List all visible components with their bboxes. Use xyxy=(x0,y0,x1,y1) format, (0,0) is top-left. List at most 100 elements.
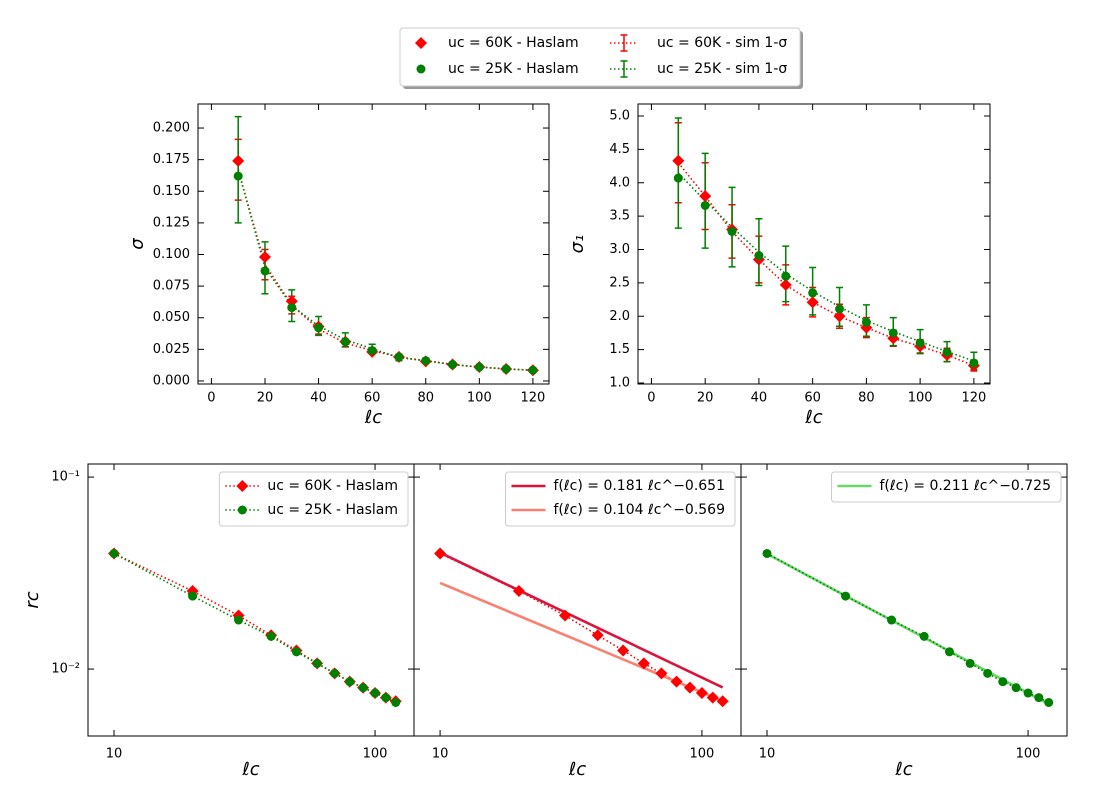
diamond-marker xyxy=(833,310,846,323)
y-tick-label: 3.0 xyxy=(609,242,630,257)
diamond-marker xyxy=(232,154,245,167)
x-tick-label: 20 xyxy=(697,391,714,406)
circle-marker xyxy=(700,200,710,210)
series-line xyxy=(439,551,724,689)
circle-marker xyxy=(260,266,270,276)
legend-box xyxy=(218,471,409,527)
legend-box xyxy=(504,471,736,527)
circle-marker xyxy=(781,271,791,281)
y-axis-label: rc xyxy=(22,591,43,608)
circle-marker xyxy=(448,360,458,370)
diamond-marker xyxy=(637,657,650,670)
x-axis-label: ℓc xyxy=(568,759,586,780)
legend-label: uc = 25K - Haslam xyxy=(267,502,398,518)
circle-marker xyxy=(188,591,198,601)
x-tick-label: 0 xyxy=(647,391,655,406)
y-tick-label: 1.5 xyxy=(609,342,630,357)
circle-marker xyxy=(1023,688,1033,698)
legend-label: f(ℓc) = 0.104 ℓc^−0.569 xyxy=(553,502,725,518)
x-tick-label: 100 xyxy=(690,747,715,762)
y-tick-label: 0.125 xyxy=(153,215,190,230)
circle-marker xyxy=(421,356,431,366)
diamond-marker xyxy=(617,644,630,657)
circle-marker xyxy=(287,303,297,313)
x-tick-label: 10 xyxy=(106,747,123,762)
circle-marker xyxy=(234,615,244,625)
diamond-marker xyxy=(695,687,708,700)
circle-marker xyxy=(501,364,511,374)
circle-marker xyxy=(394,352,404,362)
y-tick-label: 4.5 xyxy=(609,142,630,157)
y-tick-label: 0.025 xyxy=(153,342,190,357)
legend-label: uc = 60K - sim 1-σ xyxy=(657,35,787,51)
diamond-marker xyxy=(591,629,604,642)
x-tick-label: 40 xyxy=(751,391,768,406)
x-tick-label: 80 xyxy=(858,391,875,406)
y-tick-label: 0.200 xyxy=(153,121,190,136)
circle-marker xyxy=(474,362,484,372)
circle-marker xyxy=(944,647,954,657)
circle-marker xyxy=(727,226,737,236)
legend-box xyxy=(830,471,1062,503)
legend-label: f(ℓc) = 0.211 ℓc^−0.725 xyxy=(879,478,1051,494)
diamond-marker xyxy=(512,585,525,598)
plot-frame xyxy=(740,463,1068,737)
circle-marker xyxy=(109,548,119,558)
circle-marker xyxy=(861,317,871,327)
x-axis-label: ℓc xyxy=(241,759,259,780)
circle-marker xyxy=(915,338,925,348)
diamond-marker xyxy=(779,278,792,291)
circle-marker xyxy=(358,683,368,693)
y-tick-label: 3.5 xyxy=(609,209,630,224)
x-axis-label: ℓc xyxy=(364,407,382,428)
diamond-marker xyxy=(655,667,668,680)
x-tick-label: 60 xyxy=(364,391,381,406)
circle-marker xyxy=(367,346,377,356)
x-tick-label: 80 xyxy=(417,391,434,406)
y-tick-label: 0.075 xyxy=(153,279,190,294)
legend-label: f(ℓc) = 0.181 ℓc^−0.651 xyxy=(553,478,725,494)
diamond-marker xyxy=(683,681,696,694)
x-tick-label: 100 xyxy=(467,391,492,406)
plot-frame xyxy=(637,103,991,385)
series-line xyxy=(113,552,396,702)
diamond-marker xyxy=(806,296,819,309)
diamond-marker xyxy=(670,675,683,688)
circle-marker xyxy=(673,173,683,183)
legend: uc = 60K - Haslam uc = 25K - Haslam uc = 6… xyxy=(399,27,801,87)
series-line xyxy=(677,172,975,362)
circle-marker xyxy=(1044,697,1054,707)
x-tick-label: 100 xyxy=(1016,747,1041,762)
x-tick-label: 60 xyxy=(804,391,821,406)
legend: f(ℓc) = 0.211 ℓc^−0.725 xyxy=(830,471,1062,503)
circle-marker xyxy=(340,337,350,347)
circle-marker xyxy=(330,668,340,678)
y-tick-label: 0.100 xyxy=(153,247,190,262)
circle-marker xyxy=(754,251,764,261)
y-axis-label: σ₁ xyxy=(567,235,588,254)
circle-marker xyxy=(841,591,851,601)
x-axis-label: ℓc xyxy=(804,407,822,428)
circle-marker xyxy=(942,347,952,357)
y-tick-label: 5.0 xyxy=(609,109,630,124)
circle-marker xyxy=(835,304,845,314)
circle-marker xyxy=(969,358,979,368)
error-bar xyxy=(674,117,682,229)
circle-marker xyxy=(887,615,897,625)
x-tick-label: 20 xyxy=(257,391,274,406)
x-tick-label: 100 xyxy=(908,391,933,406)
y-tick-label: 10⁻² xyxy=(51,662,80,677)
legend-label: uc = 60K - Haslam xyxy=(448,35,579,51)
circle-marker xyxy=(391,697,401,707)
y-tick-label: 1.0 xyxy=(609,375,630,390)
y-tick-label: 2.0 xyxy=(609,309,630,324)
y-tick-label: 0.150 xyxy=(153,184,190,199)
legend-label: uc = 25K - Haslam xyxy=(448,61,579,77)
diamond-marker xyxy=(716,695,729,708)
legend: f(ℓc) = 0.181 ℓc^−0.651 f(ℓc) = 0.104 ℓc^… xyxy=(504,471,736,527)
legend-errorbar xyxy=(620,60,628,78)
legend-box xyxy=(399,27,801,87)
plot-frame xyxy=(197,103,550,385)
circle-marker xyxy=(808,288,818,298)
circle-marker xyxy=(416,64,426,74)
